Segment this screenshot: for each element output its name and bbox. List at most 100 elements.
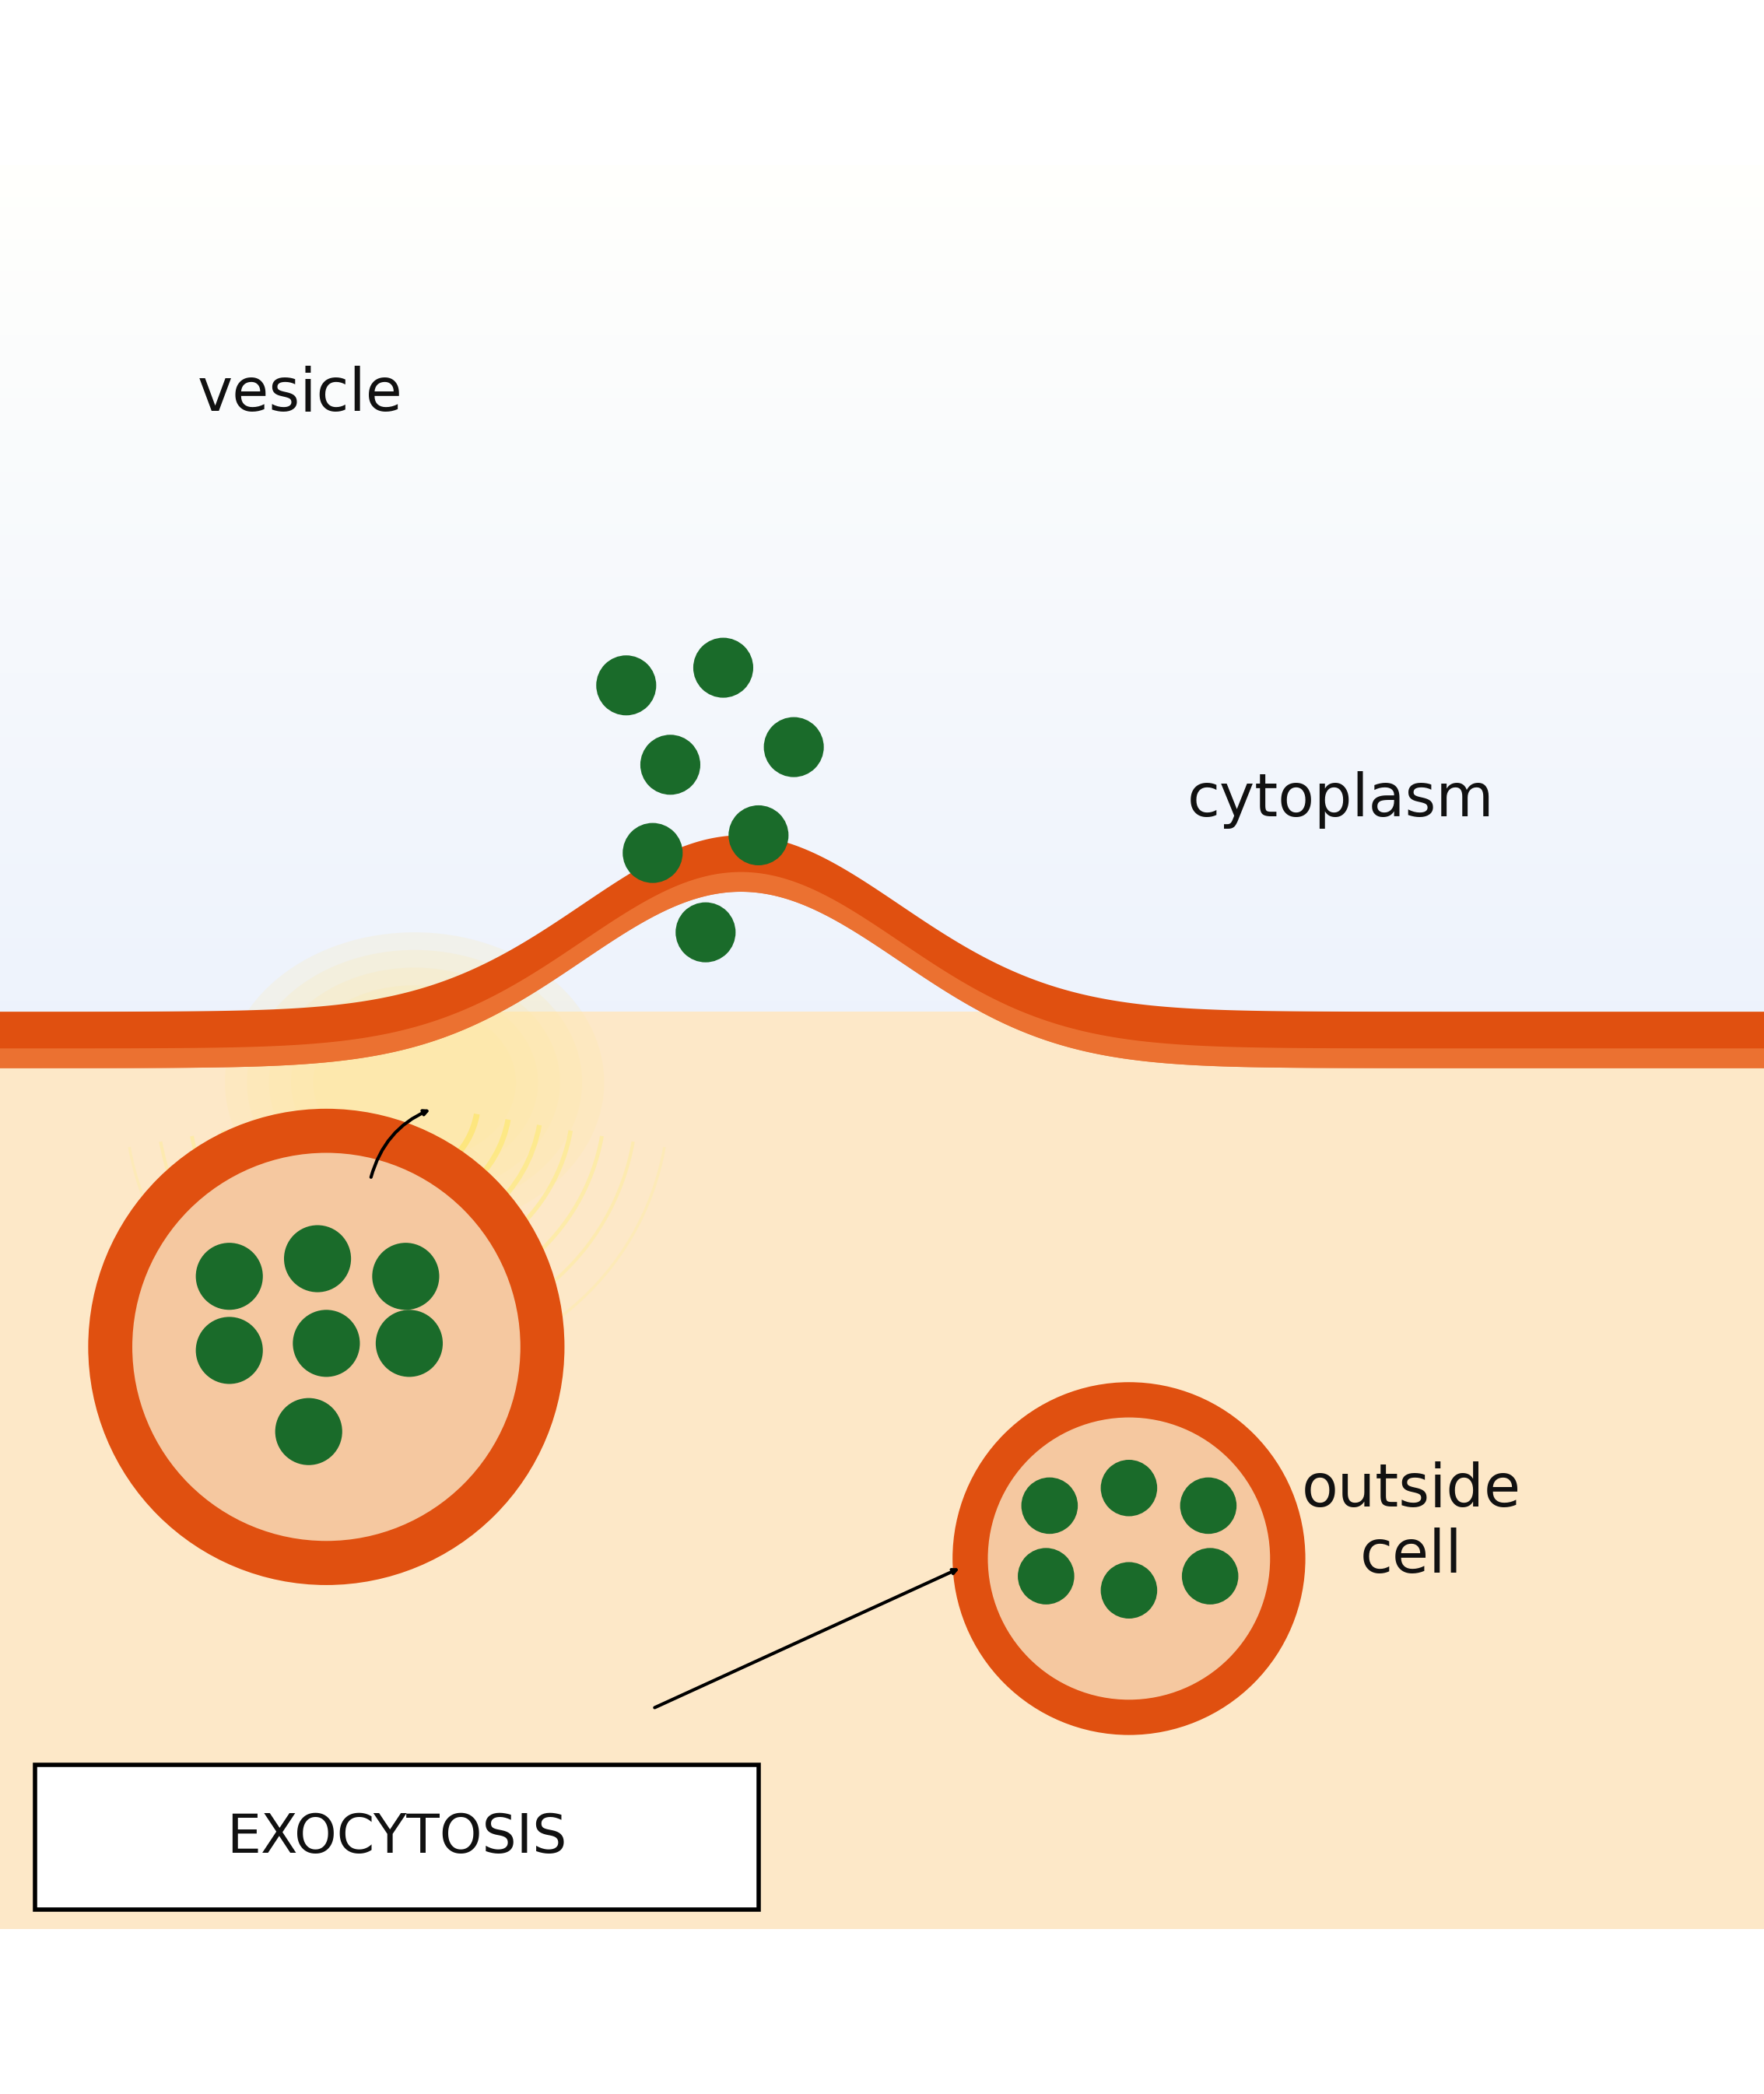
Bar: [0, 789, 1764, 800]
Bar: [0, 429, 1764, 440]
Bar: [0, 482, 1764, 492]
Bar: [0, 387, 1764, 398]
Bar: [0, 599, 1764, 609]
Bar: [0, 630, 1764, 641]
Bar: [0, 928, 1764, 938]
Bar: [0, 165, 1764, 176]
Bar: [0, 609, 1764, 620]
Bar: [0, 471, 1764, 482]
Bar: [0, 249, 1764, 260]
Bar: [0, 419, 1764, 429]
Bar: [0, 873, 1764, 884]
Bar: [0, 716, 1764, 727]
Circle shape: [1018, 1547, 1074, 1604]
Bar: [0, 620, 1764, 630]
Circle shape: [953, 1382, 1305, 1736]
Bar: [0, 291, 1764, 302]
Bar: [0, 492, 1764, 505]
Bar: [0, 938, 1764, 949]
Bar: [0, 578, 1764, 588]
Bar: [0, 1011, 1764, 1929]
Bar: [0, 959, 1764, 970]
Bar: [0, 377, 1764, 387]
Bar: [0, 800, 1764, 810]
Bar: [0, 695, 1764, 706]
Bar: [0, 260, 1764, 270]
Circle shape: [623, 823, 683, 884]
Bar: [0, 440, 1764, 450]
Bar: [0, 672, 1764, 683]
Bar: [0, 768, 1764, 779]
Bar: [0, 186, 1764, 197]
Bar: [0, 706, 1764, 716]
Polygon shape: [0, 836, 1764, 1068]
Bar: [0, 547, 1764, 557]
Bar: [0, 557, 1764, 567]
Bar: [0, 980, 1764, 990]
Bar: [0, 907, 1764, 917]
Circle shape: [676, 903, 736, 963]
Bar: [0, 683, 1764, 695]
Circle shape: [372, 1244, 439, 1311]
Bar: [0, 270, 1764, 281]
Circle shape: [293, 1311, 360, 1378]
Bar: [0, 505, 1764, 515]
Circle shape: [729, 806, 789, 865]
Polygon shape: [0, 871, 1764, 1068]
Bar: [0, 398, 1764, 408]
Bar: [0, 641, 1764, 651]
Text: vesicle: vesicle: [198, 366, 402, 423]
Bar: [0, 758, 1764, 768]
Text: cytoplasm: cytoplasm: [1187, 771, 1494, 829]
Bar: [0, 346, 1764, 356]
Circle shape: [988, 1418, 1270, 1700]
Circle shape: [1180, 1478, 1237, 1535]
Bar: [0, 176, 1764, 186]
Bar: [0, 662, 1764, 672]
Ellipse shape: [268, 967, 561, 1198]
Circle shape: [596, 655, 656, 716]
Bar: [0, 366, 1764, 377]
Ellipse shape: [226, 932, 603, 1231]
Bar: [0, 831, 1764, 842]
Circle shape: [196, 1317, 263, 1384]
Bar: [0, 197, 1764, 207]
Bar: [0, 536, 1764, 547]
Bar: [0, 748, 1764, 758]
Circle shape: [132, 1154, 520, 1541]
Bar: [0, 970, 1764, 980]
Circle shape: [1101, 1460, 1157, 1516]
Circle shape: [284, 1225, 351, 1292]
Bar: [0, 526, 1764, 536]
Bar: [0, 737, 1764, 748]
Bar: [0, 356, 1764, 366]
Bar: [0, 821, 1764, 831]
Bar: [0, 515, 1764, 526]
Bar: [0, 408, 1764, 419]
Bar: [0, 842, 1764, 852]
Circle shape: [1101, 1562, 1157, 1619]
Bar: [0, 863, 1764, 873]
Circle shape: [764, 716, 824, 777]
Bar: [0, 325, 1764, 335]
Bar: [0, 302, 1764, 314]
Bar: [0, 727, 1764, 737]
Bar: [0, 207, 1764, 218]
Circle shape: [275, 1399, 342, 1466]
Bar: [0, 990, 1764, 1001]
Text: EXOCYTOSIS: EXOCYTOSIS: [228, 1811, 566, 1864]
Bar: [0, 884, 1764, 896]
Bar: [0, 896, 1764, 907]
Text: outside
cell: outside cell: [1302, 1462, 1521, 1585]
Bar: [0, 917, 1764, 928]
Bar: [0, 461, 1764, 471]
Ellipse shape: [314, 1003, 515, 1162]
Bar: [0, 335, 1764, 346]
Bar: [0, 450, 1764, 461]
Ellipse shape: [247, 951, 582, 1215]
Bar: [0, 228, 1764, 239]
Bar: [0, 949, 1764, 959]
Bar: [0, 218, 1764, 228]
FancyBboxPatch shape: [35, 1765, 759, 1910]
Bar: [0, 281, 1764, 291]
